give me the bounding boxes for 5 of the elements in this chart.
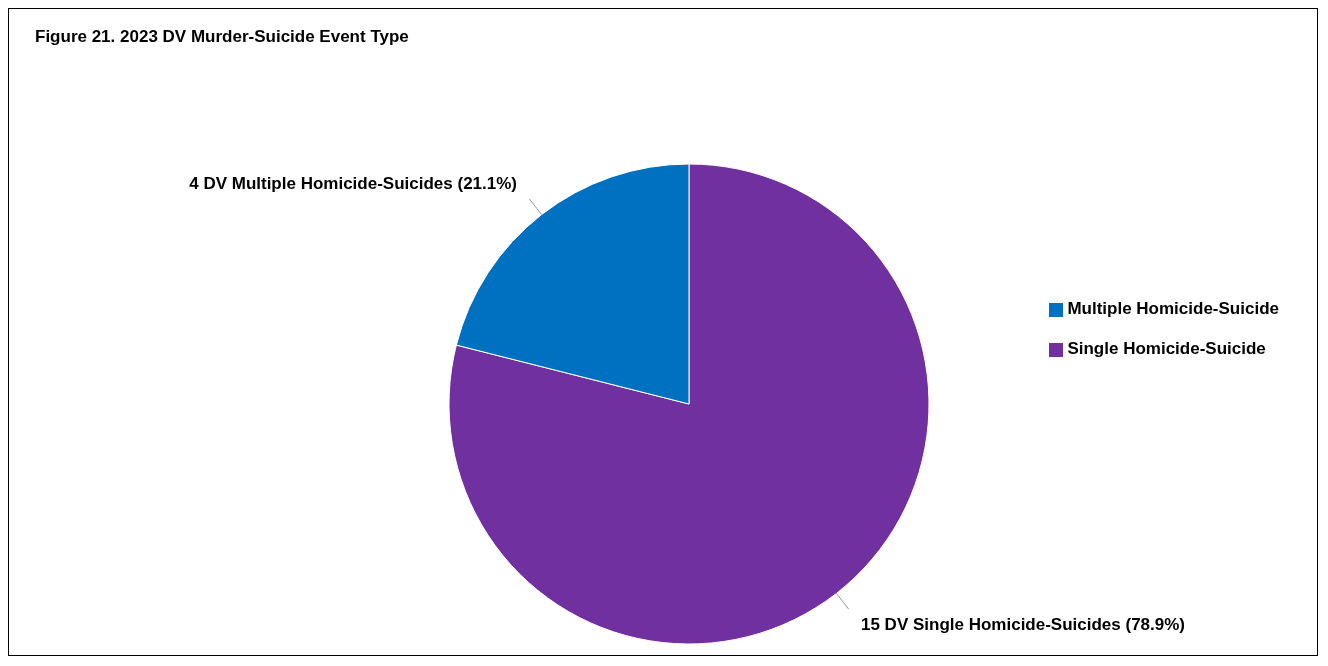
legend-label: Multiple Homicide-Suicide: [1067, 299, 1279, 318]
chart-title: Figure 21. 2023 DV Murder-Suicide Event Type: [35, 27, 409, 47]
data-label: 4 DV Multiple Homicide-Suicides (21.1%): [189, 173, 518, 193]
legend-label: Single Homicide-Suicide: [1067, 339, 1266, 358]
data-label: 15 DV Single Homicide-Suicides (78.9%): [860, 615, 1186, 635]
